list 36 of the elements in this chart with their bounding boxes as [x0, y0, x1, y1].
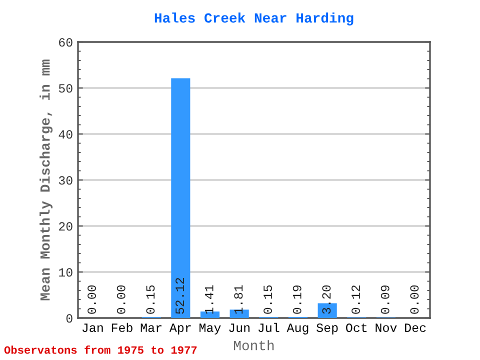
data-label: 0.19 — [292, 285, 302, 314]
data-label: 1.81 — [234, 285, 243, 314]
x-tick-label: Sep — [316, 324, 338, 335]
y-tick-label: 20 — [59, 222, 72, 231]
x-tick-label: Nov — [376, 324, 397, 332]
x-tick-label: Aug — [286, 324, 308, 335]
y-tick-label: 60 — [59, 38, 72, 47]
data-label: 1.41 — [205, 285, 214, 314]
x-tick-label: May — [200, 324, 221, 335]
y-tick-label: 0 — [66, 314, 72, 323]
data-label: 0.00 — [88, 285, 96, 314]
data-label: 0.15 — [146, 285, 155, 314]
data-label: 0.12 — [352, 285, 360, 314]
y-tick-label: 10 — [59, 268, 72, 277]
data-label: 0.15 — [264, 285, 272, 314]
x-tick-label: Oct — [346, 324, 367, 332]
y-tick-label: 30 — [58, 176, 72, 185]
text: Observatons from 1975 to 1977 — [4, 345, 197, 354]
bar — [171, 78, 190, 318]
data-label: 3.20 — [322, 285, 331, 314]
data-label: 0.09 — [380, 285, 390, 314]
y-tick-label: 40 — [58, 130, 72, 139]
x-tick-label: Jun — [229, 324, 250, 332]
x-tick-label: Feb — [112, 322, 132, 332]
data-label: 52.12 — [176, 278, 184, 314]
y-tick-label: 50 — [58, 84, 72, 93]
x-tick-label: Dec — [405, 324, 426, 332]
x-tick-label: Mar — [140, 324, 162, 332]
data-label: 0.00 — [116, 285, 126, 314]
data-label: 0.00 — [410, 285, 419, 314]
chart-title: Hales Creek Near Harding — [154, 12, 354, 26]
x-tick-label: Jul — [258, 322, 280, 332]
x-tick-label: Jan — [82, 324, 103, 332]
x-tick-label: Apr — [169, 324, 191, 335]
y-axis-title: Mean Monthly Discharge, in mm — [40, 60, 53, 300]
x-axis-title: Month — [234, 340, 274, 350]
